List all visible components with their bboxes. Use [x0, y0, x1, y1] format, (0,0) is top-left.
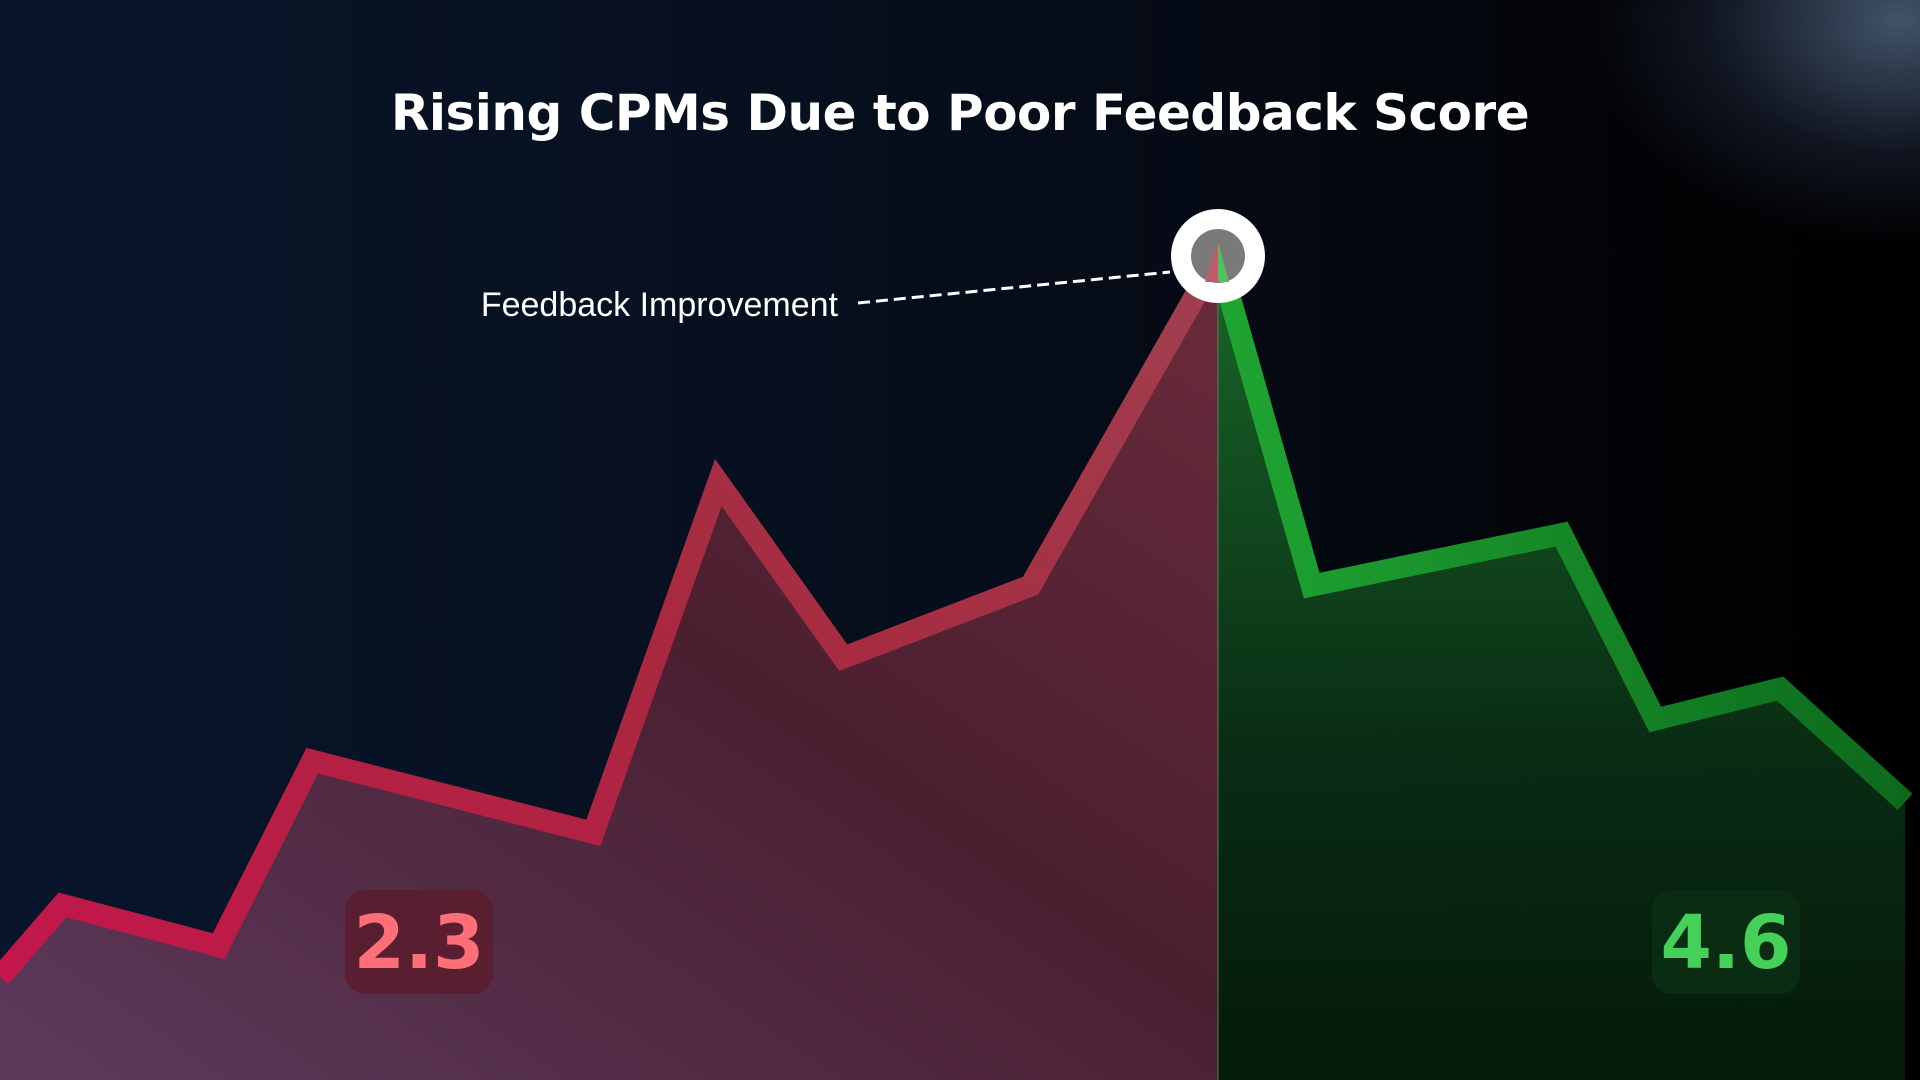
- score-value: 2.3: [353, 900, 484, 986]
- series-line-0: [0, 250, 1228, 985]
- series-line-1: [1207, 252, 1913, 811]
- series-lines: [0, 250, 1913, 985]
- score-value: 4.6: [1660, 900, 1791, 986]
- series-area-0: [0, 256, 1218, 1080]
- area-fills: [0, 256, 1906, 1080]
- series-area-1: [1218, 256, 1906, 1080]
- score-badge-1: 4.6: [1652, 890, 1800, 994]
- annotation-leader-line: [857, 270, 1171, 305]
- score-badge-background: [345, 890, 493, 994]
- score-badges: 2.3 4.6: [345, 890, 1800, 994]
- chart-title: Rising CPMs Due to Poor Feedback Score: [390, 84, 1530, 142]
- score-badge-background: [1652, 890, 1800, 994]
- peak-marker-tip-green: [1218, 242, 1229, 282]
- annotation-label: Feedback Improvement: [481, 286, 839, 324]
- score-badge-0: 2.3: [345, 890, 493, 994]
- peak-marker: [1171, 209, 1265, 303]
